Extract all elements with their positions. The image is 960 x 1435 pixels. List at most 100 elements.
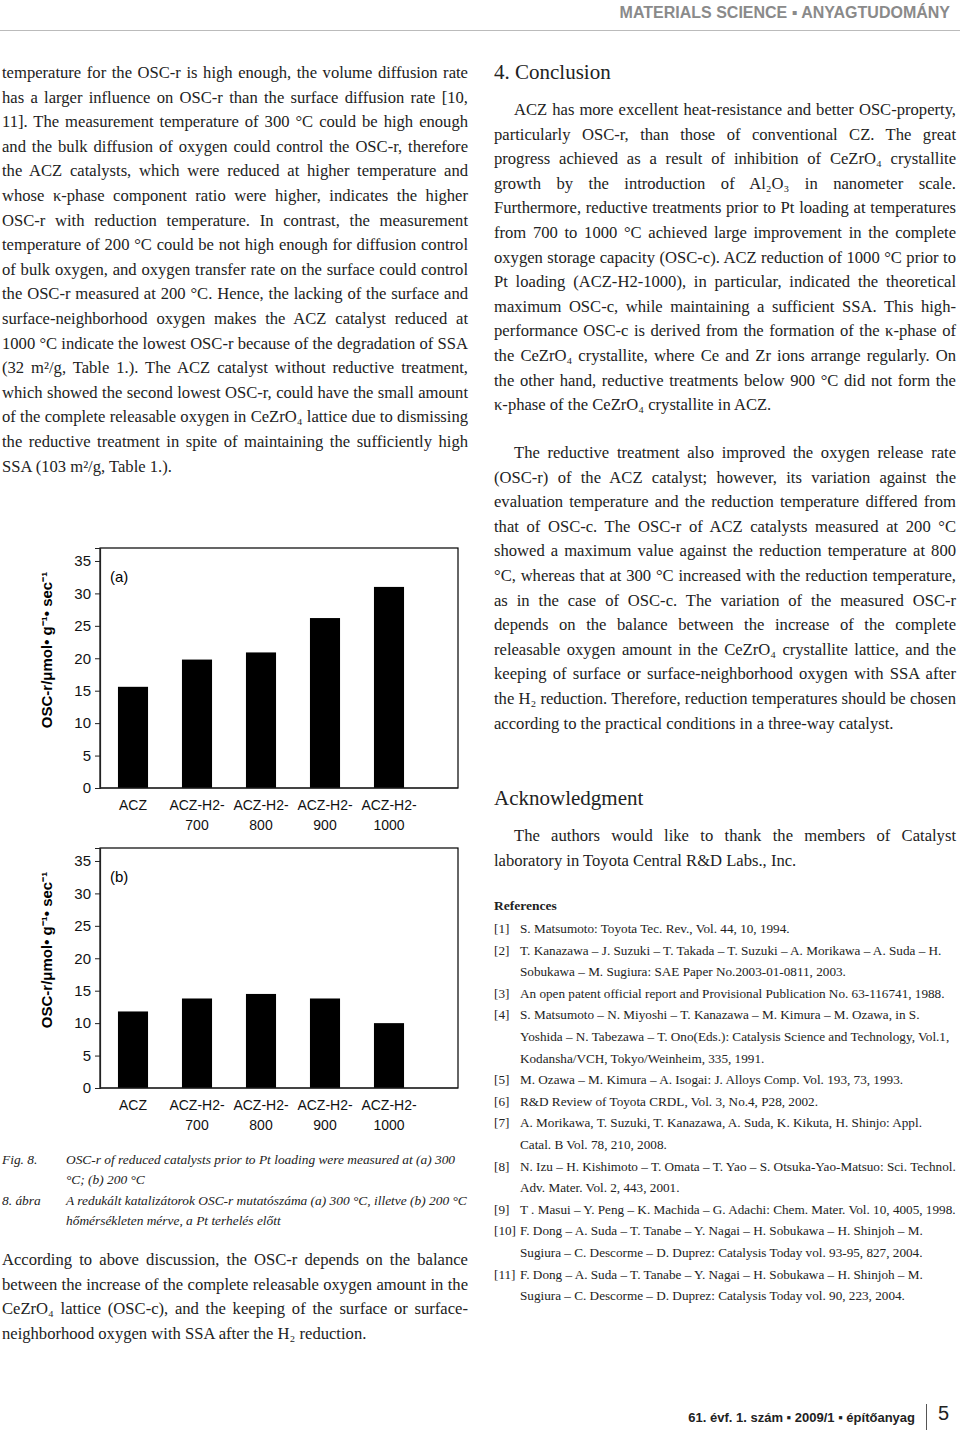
tick-mark (95, 958, 100, 959)
tick-label: 0 (83, 1079, 91, 1096)
chart: 05101520253035ACZACZ-H2-700ACZ-H2-800ACZ… (0, 840, 480, 1140)
bar (246, 652, 276, 788)
paragraph: The reductive treatment also improved th… (494, 441, 956, 736)
reference: [2]T. Kanazawa – J. Suzuki – T. Takada –… (494, 940, 956, 983)
reference-number: [11] (494, 1264, 520, 1307)
tick: 0 (83, 779, 100, 796)
reference: [4]S. Matsumoto – N. Miyoshi – T. Kanaza… (494, 1004, 956, 1069)
section-heading: 4. Conclusion (494, 60, 956, 85)
bar (246, 994, 276, 1088)
tick-mark (95, 691, 100, 692)
reference-number: [7] (494, 1112, 520, 1155)
bars (118, 994, 404, 1088)
reference-number: [9] (494, 1199, 520, 1221)
references-heading: References (494, 898, 956, 914)
tick-label: 35 (74, 552, 91, 569)
tick-mark (95, 788, 100, 789)
tick: ACZ-H2-700 (169, 797, 225, 833)
tick-label: 10 (74, 714, 91, 731)
tick-label: 35 (74, 852, 91, 869)
tick-mark (95, 723, 100, 724)
reference-text: T . Masui – Y. Peng – K. Machida – G. Ad… (520, 1199, 956, 1221)
reference-text: T. Kanazawa – J. Suzuki – T. Takada – T.… (520, 940, 956, 983)
axis-line (95, 849, 101, 1089)
axis-line (95, 549, 101, 789)
reference-number: [6] (494, 1091, 520, 1113)
reference-text: F. Dong – A. Suda – T. Tanabe – Y. Nagai… (520, 1220, 956, 1263)
tick: 0 (83, 1079, 100, 1096)
tick-label-line: ACZ-H2- (233, 1097, 289, 1113)
tick-label: ACZ-H2- 800 (233, 797, 289, 833)
references: [1]S. Matsumoto: Toyota Tec. Rev., Vol. … (494, 918, 956, 1307)
tick-label-line: ACZ-H2- (169, 1097, 225, 1113)
paragraph: According to above discussion, the OSC-r… (2, 1248, 468, 1346)
tick-label-line: ACZ (119, 797, 147, 813)
tick-label: ACZ-H2-1000 (361, 797, 417, 833)
tick-label-line: ACZ-H2- (233, 797, 289, 813)
tick: 30 (74, 885, 100, 902)
tick: ACZ-H2- 800 (233, 797, 289, 833)
caption-label: 8. ábra (2, 1191, 66, 1230)
reference: [9]T . Masui – Y. Peng – K. Machida – G.… (494, 1199, 956, 1221)
tick: 35 (74, 552, 100, 569)
tick-mark (95, 626, 100, 627)
tick-label: 15 (74, 682, 91, 699)
tick-label-line: 1000 (373, 1117, 404, 1133)
reference: [5]M. Ozawa – M. Kimura – A. Isogai: J. … (494, 1069, 956, 1091)
tick-mark (95, 1056, 100, 1057)
footer-rule (926, 1404, 927, 1430)
axis-line (100, 787, 458, 788)
reference: [7]A. Morikawa, T. Suzuki, T. Kanazawa, … (494, 1112, 956, 1155)
tick-label: 5 (83, 1047, 91, 1064)
tick-mark (95, 658, 100, 659)
tick-label-line: ACZ-H2- (297, 797, 353, 813)
reference-text: M. Ozawa – M. Kimura – A. Isogai: J. All… (520, 1069, 903, 1091)
reference-number: [3] (494, 983, 520, 1005)
reference-text: R&D Review of Toyota CRDL, Vol. 3, No.4,… (520, 1091, 818, 1113)
tick-label-line: 800 (249, 817, 273, 833)
tick-mark (95, 1023, 100, 1024)
tick-label-line: 1000 (373, 817, 404, 833)
tick-label: 15 (74, 982, 91, 999)
tick: 5 (83, 747, 100, 764)
tick-label: ACZ (119, 797, 147, 813)
tick-label: ACZ-H2- 700 (169, 1097, 225, 1133)
axis-title: OSC-r/μmol• g⁻¹• sec⁻¹ (38, 872, 55, 1028)
reference: [3]An open patent official report and Pr… (494, 983, 956, 1005)
axis-title: OSC-r/μmol• g⁻¹• sec⁻¹ (38, 572, 55, 728)
bar (374, 1023, 404, 1088)
tick-label: ACZ-H2- 900 (297, 797, 353, 833)
reference: [1]S. Matsumoto: Toyota Tec. Rev., Vol. … (494, 918, 956, 940)
bar (374, 587, 404, 788)
tick-label-line: 800 (249, 1117, 273, 1133)
tick: 15 (74, 982, 100, 999)
bar (310, 998, 340, 1088)
header-rule (0, 30, 960, 31)
tick-label: 0 (83, 779, 91, 796)
x-axis: ACZACZ-H2-700ACZ-H2-800ACZ-H2-900ACZ-H2-… (100, 788, 458, 833)
tick-label: 20 (74, 650, 91, 667)
tick: ACZ-H2-900 (297, 1097, 353, 1133)
reference: [8]N. Izu – H. Kishimoto – T. Omata – T.… (494, 1156, 956, 1199)
tick-label-line: ACZ-H2- (297, 1097, 353, 1113)
tick-mark (95, 861, 100, 862)
page-number: 5 (938, 1402, 949, 1425)
plot-frame (100, 548, 458, 788)
plot-frame (100, 848, 458, 1088)
tick: ACZ-H2- 700 (169, 1097, 225, 1133)
tick-mark (95, 1088, 100, 1089)
page-header: MATERIALS SCIENCE ▪ ANYAGTUDOMÁNY (500, 4, 950, 22)
caption: 8. ábraA redukált katalizátorok OSC-r mu… (2, 1191, 468, 1230)
section-heading: Acknowledgment (494, 786, 956, 811)
tick-label-line: 900 (313, 817, 337, 833)
tick-mark (95, 991, 100, 992)
tick-label-line: 700 (185, 1117, 209, 1133)
tick-label: ACZ-H2-1000 (361, 1097, 417, 1133)
bar (310, 618, 340, 788)
tick-label-line: ACZ (119, 1097, 147, 1113)
reference-text: An open patent official report and Provi… (520, 983, 945, 1005)
chart: 05101520253035ACZACZ-H2-700ACZ-H2-800ACZ… (0, 540, 480, 840)
tick: ACZ (119, 1097, 147, 1113)
tick: 30 (74, 585, 100, 602)
tick-label: ACZ (119, 1097, 147, 1113)
